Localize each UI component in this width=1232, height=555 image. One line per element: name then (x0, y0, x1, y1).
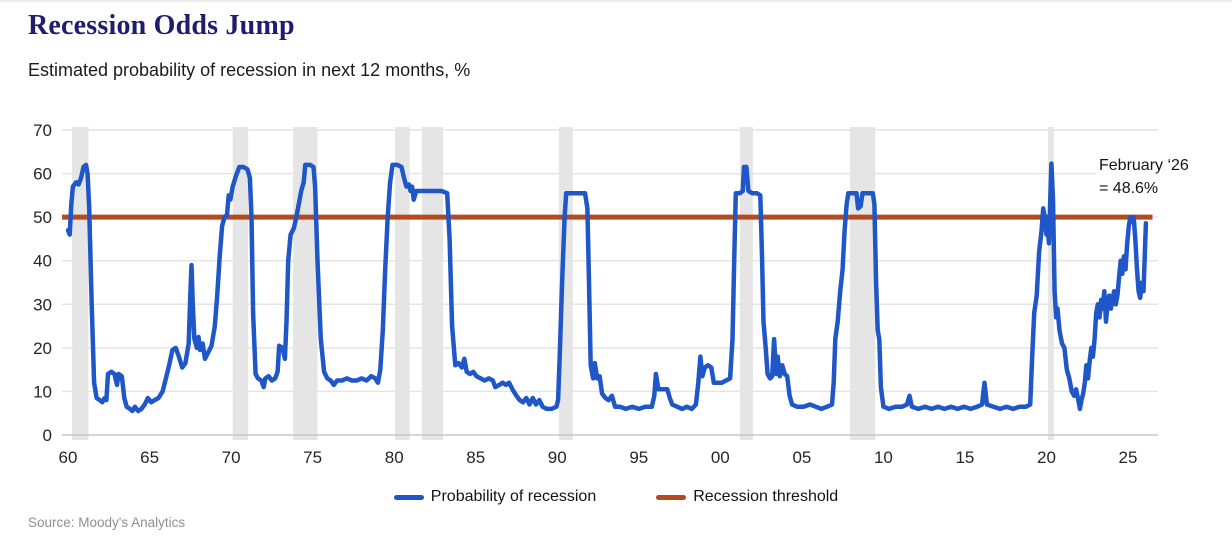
x-tick-label: 80 (385, 448, 404, 467)
x-tick-label: 70 (222, 448, 241, 467)
x-tick-label: 60 (59, 448, 78, 467)
x-tick-label: 00 (711, 448, 730, 467)
recession-band (850, 127, 876, 440)
x-tick-label: 65 (140, 448, 159, 467)
x-tick-label: 25 (1119, 448, 1138, 467)
chart-subtitle: Estimated probability of recession in ne… (28, 60, 471, 80)
legend-item-probability: Probability of recession (393, 488, 597, 506)
x-tick-label: 05 (792, 448, 811, 467)
chart-annotation: February ‘26 = 48.6% (1096, 154, 1192, 203)
y-tick-label: 0 (43, 426, 52, 445)
x-tick-label: 15 (955, 448, 974, 467)
annotation-value: = 48.6% (1099, 180, 1159, 198)
legend-label-probability: Probability of recession (430, 488, 597, 505)
x-tick-label: 95 (629, 448, 648, 467)
legend-item-threshold: Recession threshold (656, 488, 838, 506)
recession-band (72, 127, 89, 440)
y-tick-label: 40 (33, 252, 52, 271)
chart-legend: Probability of recession Recession thres… (0, 488, 1232, 506)
annotation-date: February ‘26 (1099, 157, 1189, 174)
recession-band (232, 127, 249, 440)
source-note: Source: Moody's Analytics (28, 515, 186, 530)
x-tick-label: 10 (874, 448, 893, 467)
recession-band (558, 127, 573, 440)
y-tick-label: 30 (33, 295, 52, 314)
y-tick-label: 50 (33, 208, 52, 227)
recession-band (1048, 127, 1054, 440)
recession-band (739, 127, 753, 440)
x-tick-label: 75 (303, 448, 322, 467)
y-tick-label: 20 (33, 339, 52, 358)
threshold-line-swatch (656, 494, 687, 500)
x-tick-label: 90 (548, 448, 567, 467)
probability-line-swatch (393, 494, 424, 500)
x-tick-label: 20 (1037, 448, 1056, 467)
y-tick-label: 70 (33, 121, 52, 140)
x-tick-label: 85 (466, 448, 485, 467)
recession-band (421, 127, 444, 440)
y-tick-label: 60 (33, 165, 52, 184)
recession-band (395, 127, 410, 440)
y-tick-label: 10 (33, 382, 52, 401)
probability-line (65, 161, 1149, 414)
page-title: Recession Odds Jump (28, 10, 295, 41)
legend-label-threshold: Recession threshold (693, 488, 839, 505)
